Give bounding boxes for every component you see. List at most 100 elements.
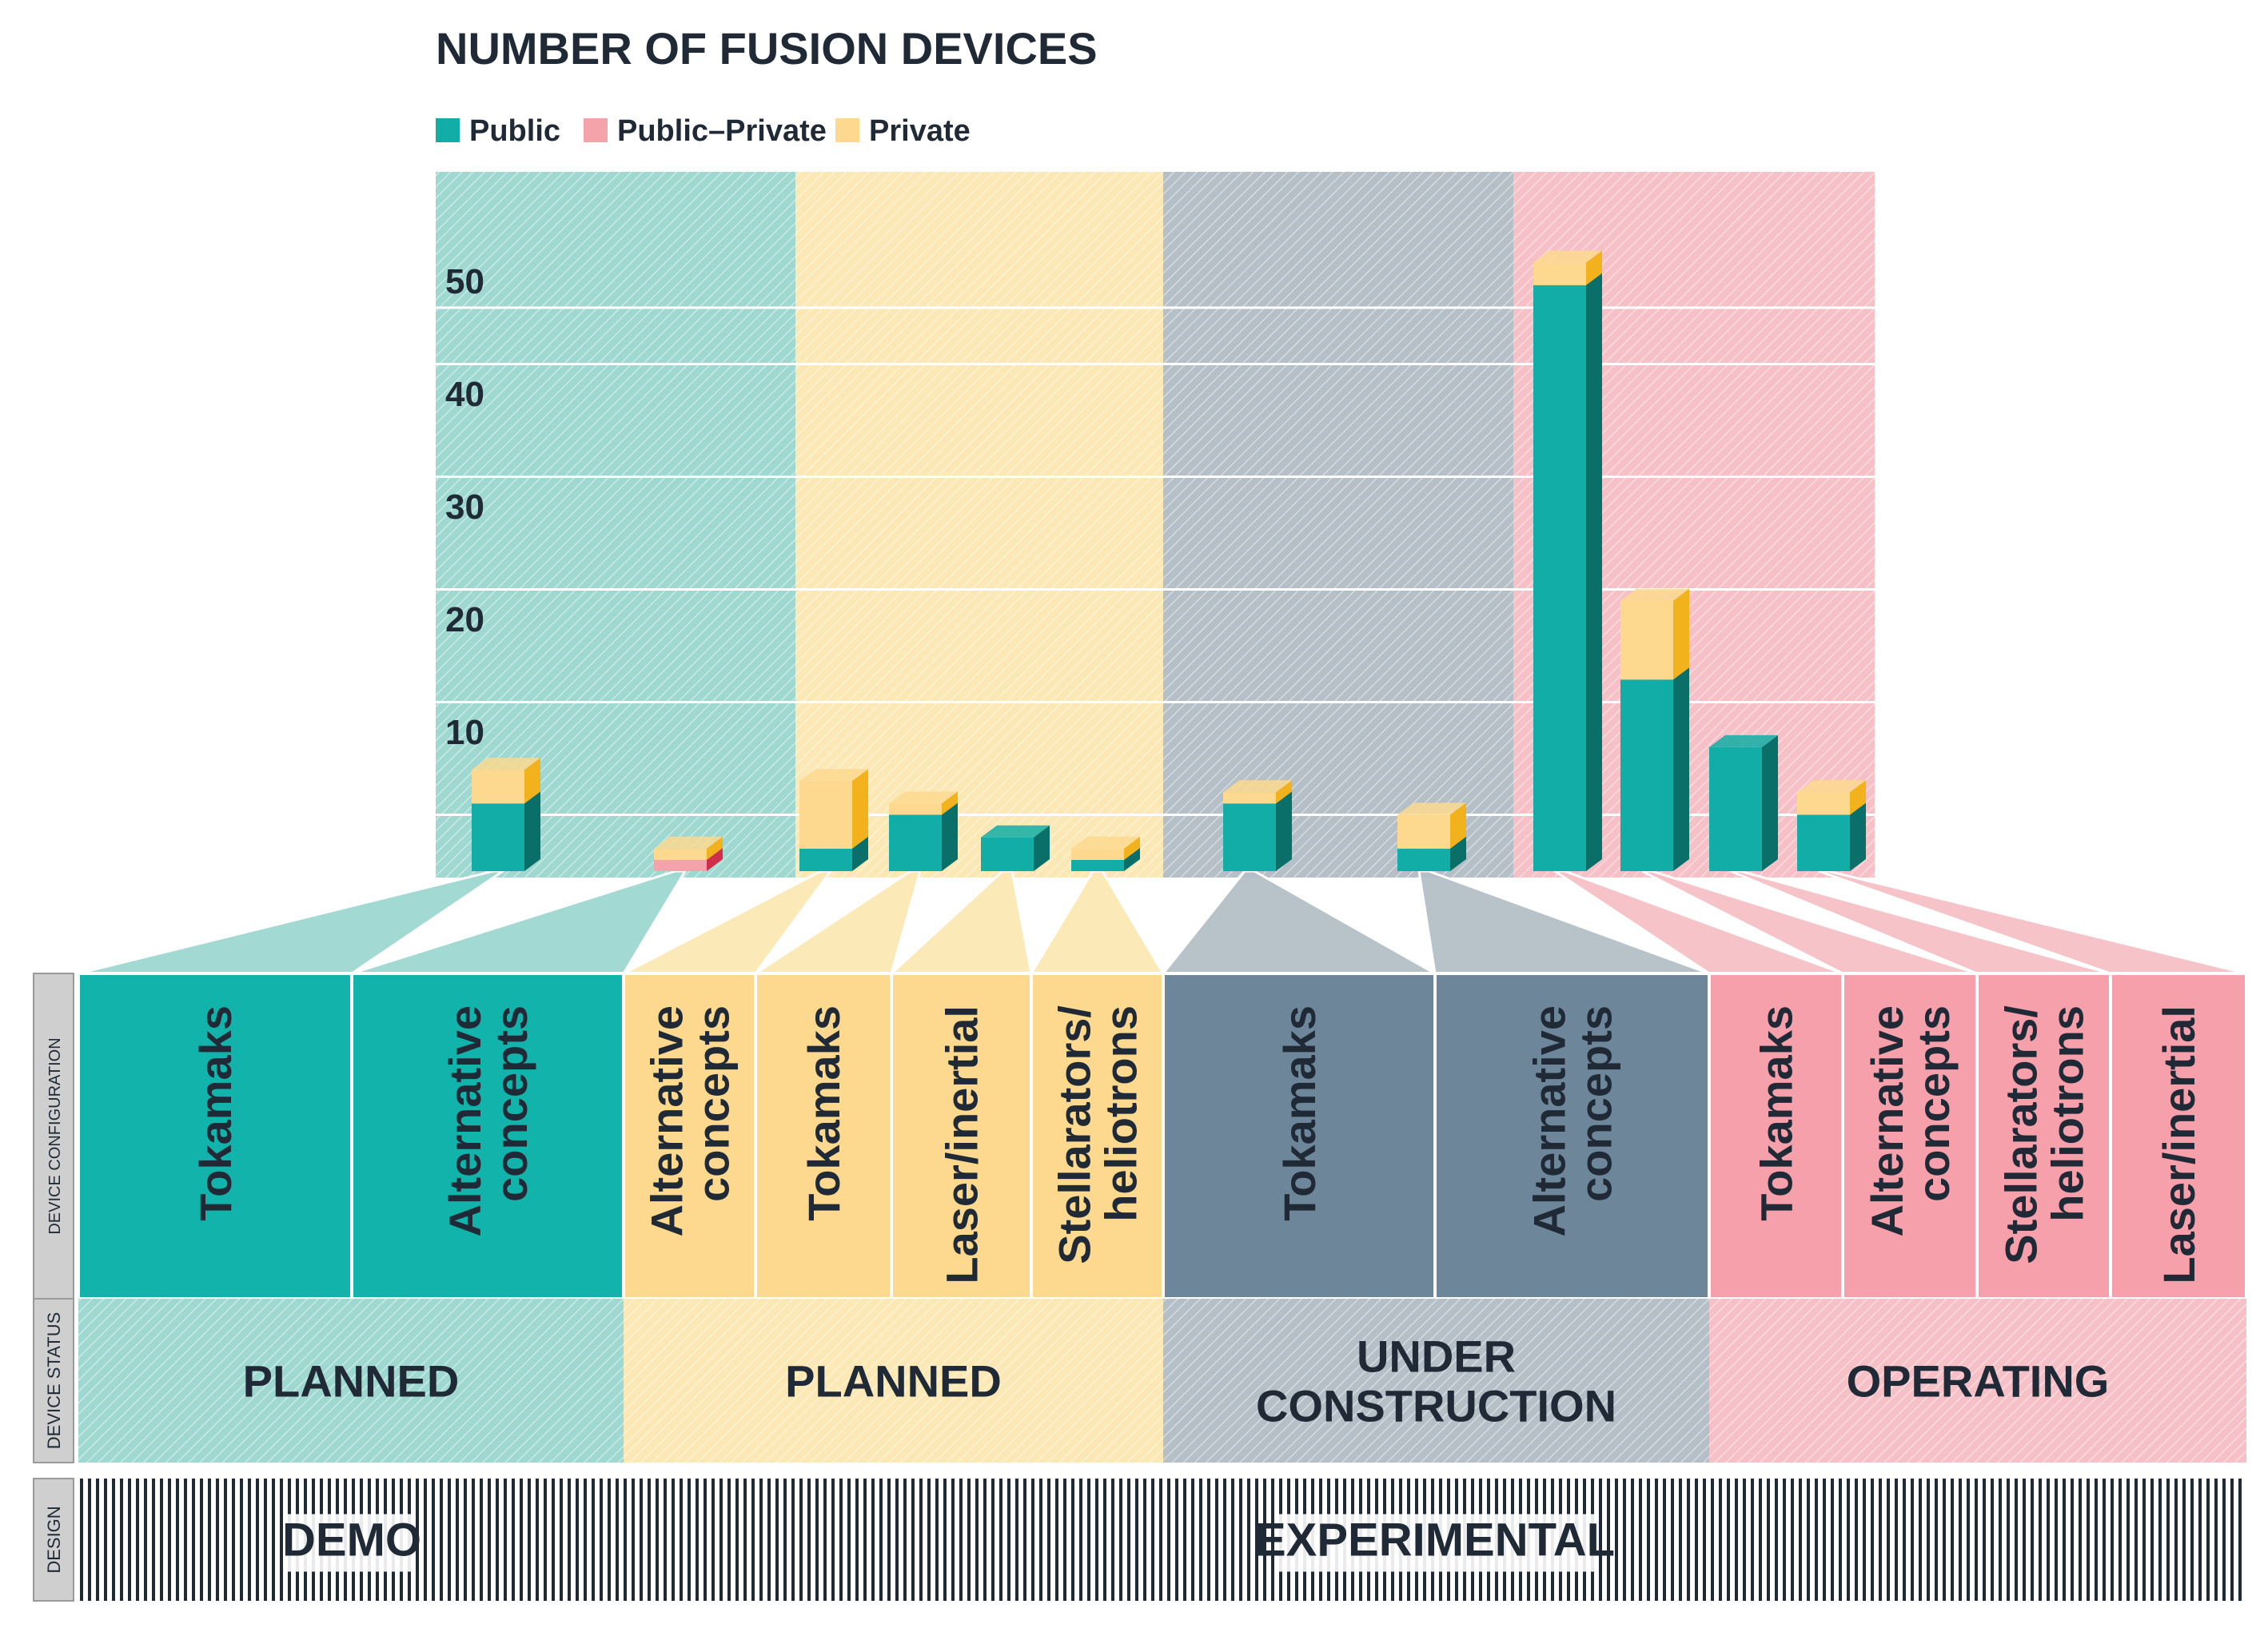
status-label: PLANNED <box>243 1356 460 1407</box>
config-label: Stellarators/ <box>1996 1005 2047 1264</box>
y-axis-ticks: 10 20 30 40 50 <box>445 262 484 752</box>
chart-legend: Public Public–Private Private <box>436 114 971 148</box>
bar-segment-front <box>799 781 852 849</box>
bar-connectors <box>78 870 2247 975</box>
row-label-cell <box>33 1478 74 1602</box>
bar-top <box>472 758 540 770</box>
bar-segment-side <box>1673 667 1689 871</box>
bar-segment-side <box>1673 588 1689 680</box>
y-tick-label: 50 <box>445 262 484 301</box>
bar-segment-front <box>1533 285 1586 871</box>
bar-segment-side <box>1124 836 1140 860</box>
bar-segment-side <box>524 791 540 871</box>
bar-top <box>981 825 1050 838</box>
bar-segment-front <box>1620 679 1673 871</box>
design-barcode <box>78 1479 2246 1601</box>
bar <box>1797 780 1866 871</box>
bar <box>1533 250 1602 871</box>
row-label-cell <box>33 1298 74 1463</box>
config-label: Alternative <box>642 1005 692 1236</box>
bar-segment-side <box>1276 780 1292 804</box>
bar <box>472 758 540 871</box>
status-cell-hatch <box>1709 1299 2246 1463</box>
bar-segment-front <box>1797 814 1850 871</box>
bar-segment-side <box>1450 836 1466 871</box>
bar <box>799 769 868 871</box>
config-label: Alternative <box>1862 1005 1912 1236</box>
row-label: DESIGN <box>44 1506 64 1573</box>
group-background-hatch <box>1163 172 1513 878</box>
bar-top <box>1223 780 1292 793</box>
group-background-hatch <box>795 172 1163 878</box>
bar-segment-front <box>472 803 524 871</box>
bar-segment-front <box>1709 746 1762 871</box>
config-label: concepts <box>486 1005 536 1202</box>
status-cell-hatch <box>1163 1299 1709 1463</box>
row-label: DEVICE CONFIGURATION <box>46 1037 64 1234</box>
config-label: Tokamaks <box>1752 1005 1802 1221</box>
bar <box>1397 802 1466 871</box>
bar-top <box>1397 802 1466 815</box>
config-label: Alternative <box>440 1005 490 1236</box>
config-label: concepts <box>1571 1005 1621 1202</box>
bar-segment-side <box>852 836 868 871</box>
bar <box>654 836 723 871</box>
bar-segment-front <box>1397 848 1450 871</box>
legend-label: Public–Private <box>617 114 827 148</box>
bar <box>1620 588 1689 871</box>
bar-segment-front <box>654 859 707 871</box>
bar-segment-side <box>524 758 540 804</box>
config-label: Tokamaks <box>799 1005 849 1221</box>
status-label: UNDER <box>1357 1331 1516 1382</box>
bar-top <box>654 836 723 849</box>
bar-segment-side <box>1586 273 1602 871</box>
bar-segment-front <box>1533 262 1586 285</box>
y-tick-label: 30 <box>445 488 484 527</box>
status-label: CONSTRUCTION <box>1256 1381 1616 1431</box>
config-label: concepts <box>1908 1005 1959 1202</box>
legend-label: Private <box>869 114 971 148</box>
bar-segment-side <box>852 769 868 849</box>
bars <box>472 250 1866 871</box>
bar-segment-front <box>1223 803 1276 871</box>
bar-segment-front <box>472 770 524 804</box>
bar-top <box>1071 836 1140 849</box>
bar-segment-front <box>1620 600 1673 680</box>
config-label: heliotrons <box>1096 1005 1146 1222</box>
bar-segment-side <box>1850 780 1866 815</box>
status-label: OPERATING <box>1847 1356 2110 1407</box>
config-label: Laser/inertial <box>2154 1005 2204 1284</box>
config-label: Alternative <box>1525 1005 1575 1236</box>
bar-segment-side <box>942 791 958 815</box>
config-label: Stellarators/ <box>1050 1005 1100 1264</box>
bar-segment-side <box>1586 250 1602 285</box>
legend-swatch <box>436 118 460 142</box>
config-label: heliotrons <box>2043 1005 2093 1222</box>
legend-swatch <box>584 118 608 142</box>
bar-segment-front <box>889 814 942 871</box>
config-label: Laser/inertial <box>937 1005 987 1284</box>
bar <box>1709 734 1778 871</box>
bar-segment-side <box>1450 802 1466 849</box>
chart-title: NUMBER OF FUSION DEVICES <box>436 23 1098 74</box>
bar-segment-front <box>1797 792 1850 815</box>
design-row: DEMO EXPERIMENTAL <box>78 1479 2246 1601</box>
config-label: Tokamaks <box>1274 1005 1325 1221</box>
bar-segment-front <box>981 837 1034 871</box>
bar-segment-side <box>942 802 958 871</box>
status-cell-hatch <box>624 1299 1163 1463</box>
bar-top <box>1620 588 1689 601</box>
bar-segment-front <box>799 848 852 871</box>
bar-segment-side <box>707 847 723 871</box>
connector <box>1160 870 1440 975</box>
row-label-cell <box>33 973 74 1300</box>
bar-segment-side <box>707 836 723 860</box>
y-tick-label: 20 <box>445 600 484 639</box>
design-demo-label: DEMO <box>282 1515 421 1566</box>
bar-segment-front <box>654 848 707 860</box>
status-cell-hatch <box>78 1299 624 1463</box>
bar-segment-side <box>1850 802 1866 871</box>
